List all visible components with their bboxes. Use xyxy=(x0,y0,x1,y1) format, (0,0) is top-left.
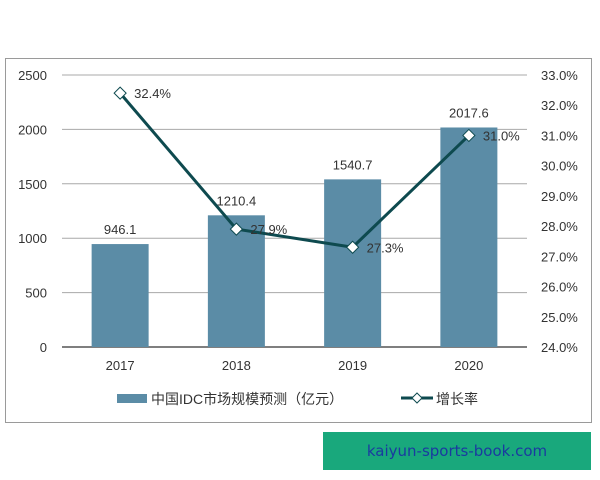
left-axis-tick: 500 xyxy=(25,286,47,301)
watermark-text: kaiyun-sports-book.com xyxy=(366,442,548,460)
right-axis-tick: 28.0% xyxy=(541,219,578,234)
line-value-label: 32.4% xyxy=(134,86,171,101)
x-axis-tick: 2020 xyxy=(454,358,483,373)
right-axis-tick: 30.0% xyxy=(541,159,578,174)
bar-2018 xyxy=(207,215,265,347)
line-value-label: 31.0% xyxy=(483,128,520,143)
diamond-marker-icon xyxy=(462,128,476,143)
left-axis-tick: 0 xyxy=(40,340,47,355)
right-axis-tick: 33.0% xyxy=(541,68,578,83)
line-value-label: 27.3% xyxy=(367,240,404,255)
legend-bar-swatch-icon xyxy=(117,394,147,403)
right-axis-tick: 27.0% xyxy=(541,249,578,264)
legend-line-label: 增长率 xyxy=(436,391,478,407)
right-axis-tick: 25.0% xyxy=(541,310,578,325)
x-axis-tick: 2019 xyxy=(338,358,367,373)
left-axis-tick: 1500 xyxy=(18,177,47,192)
right-axis-tick: 26.0% xyxy=(541,280,578,295)
left-axis-tick: 2500 xyxy=(18,68,47,83)
right-axis-tick: 32.0% xyxy=(541,98,578,113)
x-axis-tick: 2017 xyxy=(106,358,135,373)
bar-value-label: 2017.6 xyxy=(449,105,489,120)
bar-value-label: 1540.7 xyxy=(333,157,373,172)
diamond-marker-icon xyxy=(113,86,127,100)
right-axis-tick: 24.0% xyxy=(541,340,578,355)
bar-value-label: 1210.4 xyxy=(216,193,256,208)
bar-value-label: 946.1 xyxy=(104,222,137,237)
bar-2020 xyxy=(440,127,498,347)
bar-2019 xyxy=(324,179,382,347)
diamond-marker-icon xyxy=(229,222,244,236)
bar-2017 xyxy=(91,244,149,347)
legend-bar-label: 中国IDC市场规模预测（亿元） xyxy=(151,391,343,407)
line-value-label: 27.9% xyxy=(250,222,287,237)
right-axis-tick: 31.0% xyxy=(541,128,578,143)
right-axis-tick: 29.0% xyxy=(541,189,578,204)
left-axis-tick: 2000 xyxy=(18,122,47,137)
diamond-marker-icon xyxy=(345,240,360,254)
growth-rate-line xyxy=(118,92,470,249)
x-axis-tick: 2018 xyxy=(222,358,251,373)
watermark-banner: kaiyun-sports-book.com xyxy=(323,432,591,470)
legend-diamond-icon xyxy=(411,392,423,404)
left-axis-tick: 1000 xyxy=(18,231,47,246)
